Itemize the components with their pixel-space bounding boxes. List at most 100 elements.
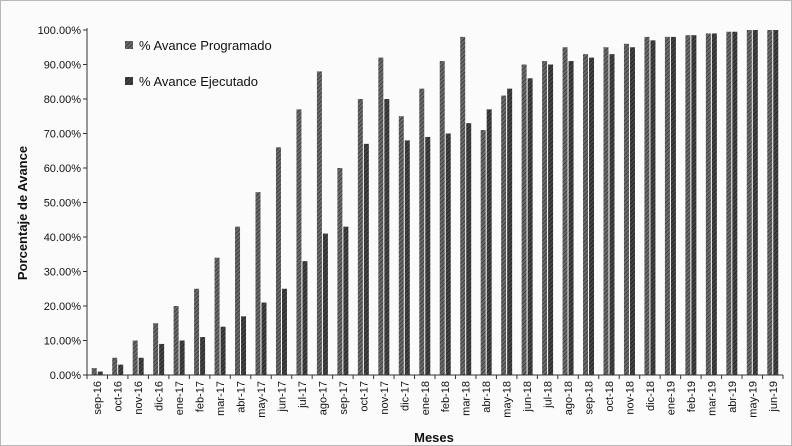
y-tick-label: 30.00% bbox=[44, 267, 82, 279]
bar-ejecutado bbox=[425, 136, 431, 375]
bar-ejecutado bbox=[732, 31, 738, 375]
bar-programado bbox=[357, 99, 363, 375]
x-tick-label: abr-19 bbox=[727, 381, 739, 413]
bar-ejecutado bbox=[629, 47, 635, 375]
legend-label-ejecutado: % Avance Ejecutado bbox=[139, 74, 258, 89]
bar-programado bbox=[583, 54, 589, 376]
bar-ejecutado bbox=[97, 371, 103, 375]
bar-ejecutado bbox=[650, 40, 656, 375]
legend-swatch-programado bbox=[125, 41, 133, 49]
x-tick-label: nov-16 bbox=[133, 381, 145, 415]
bar-ejecutado bbox=[711, 33, 717, 375]
x-tick-label: jun-17 bbox=[276, 381, 288, 413]
x-tick-label: feb-17 bbox=[195, 381, 207, 412]
bar-programado bbox=[398, 116, 404, 375]
bar-programado bbox=[235, 226, 241, 375]
x-tick-label: ene-19 bbox=[665, 381, 677, 415]
legend-swatch-ejecutado bbox=[125, 77, 133, 85]
bar-programado bbox=[623, 43, 629, 376]
bar-programado bbox=[562, 47, 568, 375]
bar-ejecutado bbox=[118, 364, 124, 375]
y-tick-label: 40.00% bbox=[44, 232, 82, 244]
x-tick-label: jun-18 bbox=[522, 381, 534, 413]
bar-programado bbox=[132, 340, 138, 375]
x-tick-label: mar-17 bbox=[215, 381, 227, 416]
x-tick-label: sep-18 bbox=[584, 381, 596, 415]
bar-ejecutado bbox=[752, 30, 758, 375]
x-tick-label: ene-18 bbox=[420, 381, 432, 415]
bar-ejecutado bbox=[200, 337, 206, 375]
bar-programado bbox=[91, 368, 97, 375]
bar-ejecutado bbox=[670, 36, 676, 376]
bar-programado bbox=[767, 30, 773, 375]
bar-programado bbox=[460, 36, 466, 376]
x-tick-label: abr-17 bbox=[236, 381, 248, 413]
bar-programado bbox=[419, 88, 425, 376]
bar-ejecutado bbox=[159, 343, 165, 375]
bar-programado bbox=[480, 130, 486, 375]
x-tick-label: dic-17 bbox=[399, 381, 411, 411]
bar-ejecutado bbox=[302, 261, 308, 375]
x-tick-label: oct-16 bbox=[113, 381, 125, 412]
bar-ejecutado bbox=[363, 143, 369, 375]
bar-programado bbox=[644, 36, 650, 376]
bar-programado bbox=[316, 71, 322, 376]
x-tick-label: feb-19 bbox=[686, 381, 698, 412]
bar-ejecutado bbox=[343, 226, 349, 375]
y-axis-title: Porcentaje de Avance bbox=[15, 146, 30, 280]
y-tick-label: 50.00% bbox=[44, 198, 82, 210]
x-tick-label: mar-19 bbox=[706, 381, 718, 416]
bars bbox=[91, 30, 779, 376]
x-tick-label: sep-17 bbox=[338, 381, 350, 415]
x-tick-label: jul-18 bbox=[543, 381, 555, 409]
x-tick-label: feb-18 bbox=[440, 381, 452, 412]
x-tick-label: jul-17 bbox=[297, 381, 309, 409]
x-tick-label: may-18 bbox=[502, 381, 514, 418]
x-axis-title: Meses bbox=[414, 430, 454, 445]
bar-programado bbox=[501, 95, 507, 376]
bar-programado bbox=[275, 147, 281, 375]
bar-programado bbox=[378, 57, 384, 375]
legend-label-programado: % Avance Programado bbox=[139, 38, 272, 53]
bar-ejecutado bbox=[384, 99, 390, 375]
bar-ejecutado bbox=[691, 35, 697, 376]
bar-programado bbox=[255, 192, 261, 375]
x-tick-label: sep-16 bbox=[92, 381, 104, 415]
legend: % Avance Programado % Avance Ejecutado bbox=[125, 38, 272, 89]
bar-ejecutado bbox=[322, 233, 328, 375]
y-tick-label: 90.00% bbox=[44, 60, 82, 72]
bar-programado bbox=[439, 61, 445, 376]
bar-programado bbox=[603, 47, 609, 375]
bar-programado bbox=[685, 35, 691, 376]
x-tick-label: ago-18 bbox=[563, 381, 575, 415]
bar-programado bbox=[542, 61, 548, 376]
x-tick-label: jun-19 bbox=[768, 381, 780, 413]
x-tick-label: dic-18 bbox=[645, 381, 657, 411]
bar-ejecutado bbox=[548, 64, 554, 375]
bar-programado bbox=[337, 168, 343, 375]
bar-ejecutado bbox=[527, 78, 533, 376]
x-tick-label: may-19 bbox=[747, 381, 759, 418]
x-tick-label: mar-18 bbox=[461, 381, 473, 416]
x-tick-label: oct-18 bbox=[604, 381, 616, 412]
y-tick-label: 0.00% bbox=[50, 370, 81, 382]
bar-ejecutado bbox=[568, 61, 574, 376]
bar-ejecutado bbox=[507, 88, 513, 376]
bar-programado bbox=[521, 64, 527, 375]
bar-ejecutado bbox=[179, 340, 185, 375]
bar-programado bbox=[296, 109, 302, 375]
bar-ejecutado bbox=[589, 57, 595, 375]
x-tick-label: oct-17 bbox=[358, 381, 370, 412]
bar-programado bbox=[746, 30, 752, 375]
bar-ejecutado bbox=[241, 316, 247, 375]
y-tick-label: 100.00% bbox=[38, 25, 82, 37]
y-tick-label: 80.00% bbox=[44, 94, 82, 106]
y-tick-label: 10.00% bbox=[44, 336, 82, 348]
bar-ejecutado bbox=[445, 133, 451, 375]
bar-ejecutado bbox=[220, 326, 226, 375]
bar-ejecutado bbox=[609, 54, 615, 376]
x-tick-label: abr-18 bbox=[481, 381, 493, 413]
bar-ejecutado bbox=[261, 302, 267, 375]
